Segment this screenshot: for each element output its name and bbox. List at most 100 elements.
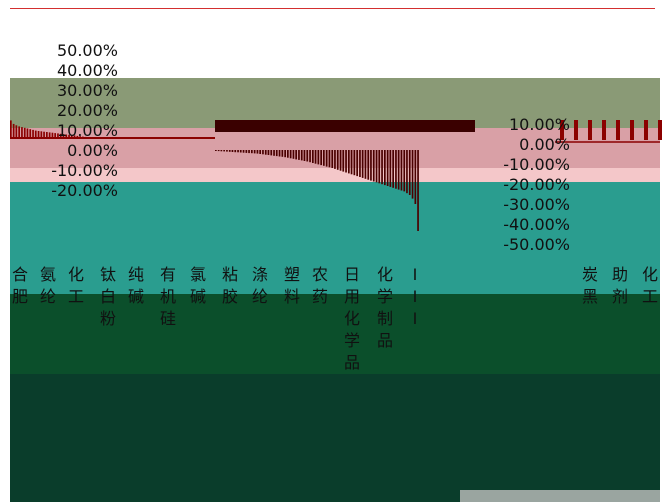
- chart1-bar: [15, 125, 18, 138]
- chart2-bar: [644, 120, 648, 140]
- category-glyph: 纶: [40, 287, 56, 306]
- chart2-bar: [331, 150, 334, 168]
- chart2-bar: [323, 150, 325, 166]
- chart1-ytick-label: 50.00%: [57, 41, 118, 60]
- chart2-bar: [287, 150, 289, 158]
- chart2-bar: [267, 150, 270, 155]
- chart2-bar: [292, 150, 295, 159]
- chart2-bar: [251, 150, 253, 154]
- chart2-bar: [403, 150, 406, 192]
- chart2-bar: [309, 150, 311, 163]
- band-teal: [10, 182, 660, 294]
- chart2-bar: [342, 150, 345, 172]
- chart1-bar: [26, 128, 29, 138]
- chart2-bar: [414, 150, 417, 204]
- chart2-bar: [228, 150, 231, 152]
- chart1-bar: [23, 127, 26, 138]
- category-glyph: 粉: [100, 309, 116, 328]
- category-glyph: 肥: [12, 287, 28, 306]
- category-glyph: 助: [612, 265, 628, 284]
- chart1-bar: [51, 132, 54, 138]
- chart2-bar: [389, 150, 392, 187]
- chart2-ytick-label: -10.00%: [503, 155, 570, 174]
- chart2-bar: [353, 150, 356, 176]
- chart2-bar: [348, 150, 350, 174]
- chart2-bar: [400, 150, 403, 191]
- category-glyph: 制: [377, 309, 393, 328]
- chart2-bar: [630, 120, 634, 140]
- chart2-bar: [384, 150, 386, 186]
- category-glyph: 碱: [128, 287, 144, 306]
- chart2-bar: [320, 150, 322, 166]
- chart2-bar: [408, 150, 411, 195]
- chart2-ytick-label: 0.00%: [519, 135, 570, 154]
- chart1-ytick-label: -20.00%: [51, 181, 118, 200]
- chart2-bar: [314, 150, 317, 164]
- category-glyph: 化: [377, 265, 393, 284]
- chart2-bar: [370, 150, 372, 181]
- category-glyph: 钛: [100, 265, 116, 284]
- band-gray: [460, 490, 660, 502]
- chart2-bar: [406, 150, 408, 194]
- chart1-bar-band: [215, 120, 475, 132]
- chart1-bar: [70, 135, 73, 138]
- category-glyph: 碱: [190, 287, 206, 306]
- chart2-ytick-label: 10.00%: [509, 115, 570, 134]
- chart2-bar: [270, 150, 273, 156]
- chart1-bar: [65, 134, 68, 138]
- chart1-bar: [57, 133, 59, 138]
- category-glyph: 涤: [252, 265, 268, 284]
- chart2-bar: [386, 150, 389, 186]
- chart2-bar: [364, 150, 367, 179]
- band-navy: [10, 374, 660, 502]
- band-dark: [10, 294, 660, 374]
- chart1-bar: [21, 127, 23, 138]
- category-glyph: 机: [160, 287, 176, 306]
- chart1-bar: [54, 133, 56, 138]
- category-glyph: 塑: [284, 265, 300, 284]
- chart2-bar: [345, 150, 347, 173]
- band-light-pink: [10, 168, 660, 182]
- chart1-ytick-label: 20.00%: [57, 101, 118, 120]
- category-glyph: 硅: [160, 309, 176, 328]
- category-glyph: 氨: [40, 265, 56, 284]
- chart2-bar: [375, 150, 378, 183]
- chart2-bar: [588, 120, 592, 140]
- category-glyph: 纶: [252, 287, 268, 306]
- chart2-bar: [602, 120, 606, 140]
- chart2-bar: [560, 120, 564, 140]
- chart2-bar: [616, 120, 620, 140]
- chart1-bar: [12, 123, 15, 138]
- chart2-bar: [381, 150, 383, 185]
- chart1-bars: [10, 120, 475, 139]
- chart2-bar: [248, 150, 250, 154]
- chart2-bar: [217, 150, 220, 152]
- chart1-bar: [29, 129, 32, 138]
- category-glyph: 日: [344, 265, 360, 284]
- chart2-bar: [245, 150, 248, 153]
- chart2-bar: [356, 150, 358, 177]
- top-rule: [10, 8, 655, 9]
- chart2-bar: [264, 150, 267, 155]
- chart2-bar: [300, 150, 303, 161]
- chart1-bar: [73, 135, 76, 138]
- chart2-bar: [278, 150, 281, 157]
- chart2-bar: [239, 150, 242, 153]
- chart2-bar: [273, 150, 275, 156]
- category-glyph: 农: [312, 265, 328, 284]
- category-glyph: 剂: [612, 287, 628, 306]
- chart2-bar: [242, 150, 245, 153]
- chart2-bar: [417, 150, 419, 231]
- chart1-bar: [48, 132, 51, 138]
- category-glyph: 品: [344, 353, 360, 372]
- chart2-bar: [256, 150, 259, 154]
- category-glyph: 化: [68, 265, 84, 284]
- category-glyph: 纯: [128, 265, 144, 284]
- chart1-ytick-label: 40.00%: [57, 61, 118, 80]
- category-glyph: 合: [12, 265, 28, 284]
- chart2-bar: [328, 150, 331, 168]
- chart1-bar: [40, 131, 43, 138]
- category-glyph: 药: [312, 287, 328, 306]
- chart1-ytick-label: 10.00%: [57, 121, 118, 140]
